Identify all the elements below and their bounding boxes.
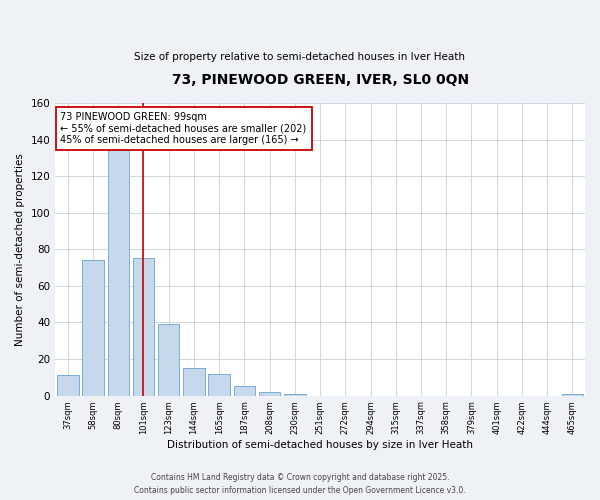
- Bar: [259, 392, 280, 396]
- Bar: [57, 376, 79, 396]
- Bar: [158, 324, 179, 396]
- Bar: [284, 394, 305, 396]
- Bar: [233, 386, 255, 396]
- Bar: [82, 260, 104, 396]
- Text: Size of property relative to semi-detached houses in Iver Heath: Size of property relative to semi-detach…: [134, 52, 466, 62]
- Bar: [183, 368, 205, 396]
- Bar: [133, 258, 154, 396]
- Text: Contains HM Land Registry data © Crown copyright and database right 2025.
Contai: Contains HM Land Registry data © Crown c…: [134, 474, 466, 495]
- X-axis label: Distribution of semi-detached houses by size in Iver Heath: Distribution of semi-detached houses by …: [167, 440, 473, 450]
- Title: 73, PINEWOOD GREEN, IVER, SL0 0QN: 73, PINEWOOD GREEN, IVER, SL0 0QN: [172, 72, 469, 86]
- Bar: [107, 150, 129, 396]
- Bar: [208, 374, 230, 396]
- Text: 73 PINEWOOD GREEN: 99sqm
← 55% of semi-detached houses are smaller (202)
45% of : 73 PINEWOOD GREEN: 99sqm ← 55% of semi-d…: [61, 112, 307, 145]
- Bar: [562, 394, 583, 396]
- Y-axis label: Number of semi-detached properties: Number of semi-detached properties: [15, 153, 25, 346]
